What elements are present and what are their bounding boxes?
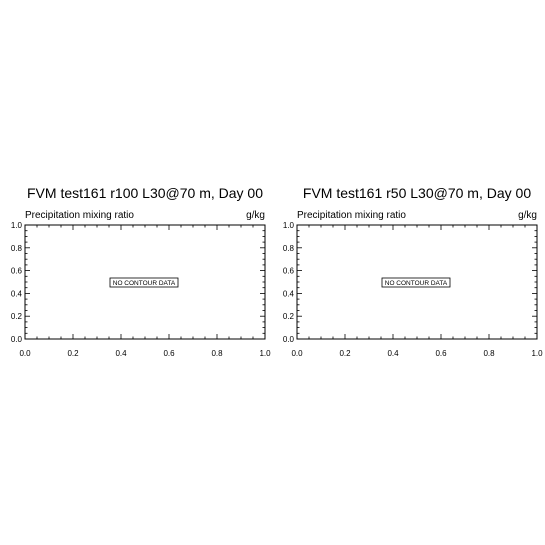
x-tick-label: 0.4 [115, 349, 127, 358]
y-tick-label: 0.8 [11, 244, 23, 253]
x-axis-tick-labels: 0.0 0.2 0.4 0.6 0.8 1.0 [19, 349, 271, 358]
plot-title: FVM test161 r100 L30@70 m, Day 00 [27, 185, 263, 201]
units-label: g/kg [246, 210, 265, 221]
variable-label: Precipitation mixing ratio [25, 210, 134, 221]
y-axis-tick-labels: 0.0 0.2 0.4 0.6 0.8 1.0 [11, 221, 23, 344]
x-tick-label: 0.2 [339, 349, 351, 358]
axis-ticks [24, 224, 266, 340]
y-tick-label: 0.0 [11, 335, 23, 344]
x-tick-label: 0.2 [67, 349, 79, 358]
y-tick-label: 1.0 [283, 221, 295, 230]
no-data-box [381, 277, 451, 288]
x-tick-label: 1.0 [259, 349, 271, 358]
y-tick-label: 0.4 [11, 289, 23, 298]
y-tick-label: 0.2 [283, 312, 295, 321]
x-axis-tick-labels: 0.0 0.2 0.4 0.6 0.8 1.0 [291, 349, 543, 358]
no-data-box [109, 277, 179, 288]
x-tick-label: 0.0 [19, 349, 31, 358]
y-tick-label: 0.2 [11, 312, 23, 321]
y-tick-label: 0.6 [11, 267, 23, 276]
axis-ticks [296, 224, 538, 340]
y-axis-tick-labels: 0.0 0.2 0.4 0.6 0.8 1.0 [283, 221, 295, 344]
units-label: g/kg [518, 210, 537, 221]
plot-panel-left: FVM test161 r100 L30@70 m, Day 00 Precip… [11, 185, 271, 358]
x-tick-label: 0.8 [483, 349, 495, 358]
no-data-message: NO CONTOUR DATA [385, 280, 448, 287]
x-tick-label: 1.0 [531, 349, 543, 358]
plot-panel-right: FVM test161 r50 L30@70 m, Day 00 Precipi… [283, 185, 543, 358]
x-tick-label: 0.0 [291, 349, 303, 358]
x-tick-label: 0.4 [387, 349, 399, 358]
y-tick-label: 0.0 [283, 335, 295, 344]
y-tick-label: 0.4 [283, 289, 295, 298]
no-data-message: NO CONTOUR DATA [113, 280, 176, 287]
x-tick-label: 0.6 [435, 349, 447, 358]
plot-title: FVM test161 r50 L30@70 m, Day 00 [303, 185, 531, 201]
y-tick-label: 0.8 [283, 244, 295, 253]
x-tick-label: 0.8 [211, 349, 223, 358]
x-tick-label: 0.6 [163, 349, 175, 358]
y-tick-label: 1.0 [11, 221, 23, 230]
y-tick-label: 0.6 [283, 267, 295, 276]
variable-label: Precipitation mixing ratio [297, 210, 406, 221]
